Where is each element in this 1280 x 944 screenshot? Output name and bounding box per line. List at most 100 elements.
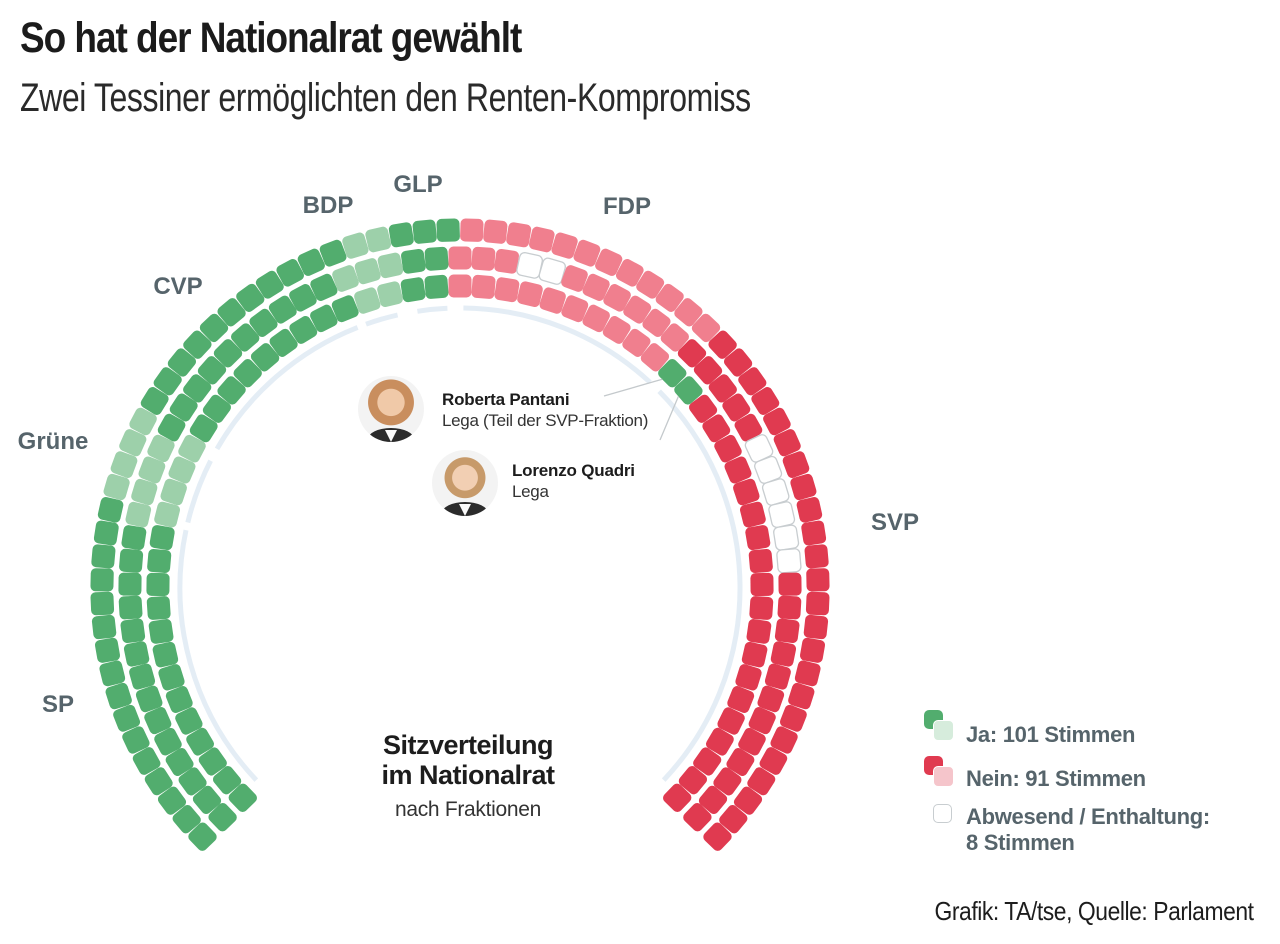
seat-svp-ja xyxy=(658,359,687,388)
party-label-bdp: BDP xyxy=(303,192,354,219)
seat-sp-ja xyxy=(152,641,179,668)
seat-sp-ja xyxy=(208,803,237,832)
legend-swatch-ja-light xyxy=(933,720,954,741)
seat-glp-ja xyxy=(424,274,449,299)
seat-sp-ja xyxy=(132,747,161,775)
avatar-quadri xyxy=(432,450,498,516)
seat-fdp-nein xyxy=(561,265,588,292)
seat-sp-ja xyxy=(154,727,182,756)
legend-swatch-nein-light xyxy=(933,766,954,787)
seat-svp-nein xyxy=(750,572,774,597)
seat-fdp-nein xyxy=(582,273,610,302)
seat-svp-nein xyxy=(794,660,821,687)
seat-sp-ja xyxy=(99,660,126,687)
seat-cvp-ja xyxy=(199,313,229,343)
seat-cvp-ja xyxy=(231,323,260,352)
annotation-leader-lines xyxy=(603,378,679,441)
seat-glp-ja xyxy=(424,246,449,271)
party-labels: SP Grüne CVP BDP GLP FDP SVP xyxy=(18,171,919,718)
seat-svp-nein xyxy=(735,664,762,691)
guide-arc-sp xyxy=(177,529,259,782)
seat-svp-nein xyxy=(702,414,731,443)
page-subtitle: Zwei Tessiner ermöglichten den Renten-Ko… xyxy=(20,76,751,120)
seat-fdp-nein xyxy=(551,232,578,259)
seat-svp-nein xyxy=(708,374,737,403)
seat-fdp-nein xyxy=(471,246,496,271)
seat-glp-ja xyxy=(400,277,426,303)
seat-sp-ja xyxy=(212,766,242,795)
legend-label-nein: Nein: 91 Stimmen xyxy=(966,766,1146,791)
seat-cvp-ja xyxy=(169,393,198,422)
seat-bdp-ja xyxy=(342,232,369,259)
seat-svp-nein xyxy=(683,803,712,832)
seat-cvp-ja xyxy=(310,273,338,302)
seat-sp-ja xyxy=(149,525,175,551)
seat-sp-ja xyxy=(93,520,119,546)
seat-cvp-ja xyxy=(217,298,246,327)
seat-svp-nein xyxy=(799,637,826,663)
seat-svp-nein xyxy=(805,591,830,616)
seat-sp-ja xyxy=(119,548,144,573)
seat-svp-nein xyxy=(749,596,774,620)
seat-svp-nein xyxy=(764,663,791,690)
seat-cvp-ja xyxy=(268,295,297,324)
seat-fdp-nein xyxy=(448,246,472,270)
seat-cvp-ja xyxy=(289,315,318,344)
seat-svp-nein xyxy=(774,618,800,644)
center-title-line2: im Nationalrat xyxy=(381,760,555,790)
seat-grüne-ja xyxy=(154,501,180,528)
party-label-grüne: Grüne xyxy=(18,428,89,455)
seat-grüne-ja xyxy=(168,456,196,484)
seat-svp-nein xyxy=(727,686,755,713)
seat-grüne-ja xyxy=(125,501,152,528)
seat-fdp-nein xyxy=(691,313,721,343)
source-credit: Grafik: TA/tse, Quelle: Parlament xyxy=(934,896,1255,926)
seat-sp-ja xyxy=(175,707,203,735)
seat-sp-ja xyxy=(165,686,193,713)
seat-fdp-nein xyxy=(636,270,665,299)
seat-bdp-ja xyxy=(377,281,403,308)
seat-svp-nein xyxy=(782,451,810,478)
seat-svp-nein xyxy=(726,748,755,776)
seat-sp-ja xyxy=(228,783,257,812)
seat-svp-nein xyxy=(788,682,815,710)
seat-svp-nein xyxy=(713,767,742,796)
seat-svp-nein xyxy=(738,727,766,756)
seat-svp-nein xyxy=(747,767,776,796)
seat-cvp-ja xyxy=(255,270,284,299)
seat-svp-ja xyxy=(674,376,703,405)
seat-svp-nein xyxy=(714,434,742,463)
seat-svp-nein xyxy=(719,805,748,834)
legend-label-ja: Ja: 101 Stimmen xyxy=(966,722,1136,747)
seat-sp-ja xyxy=(198,747,227,776)
seat-grüne-ja xyxy=(147,434,175,463)
annotation-party: Lega (Teil der SVP-Fraktion) xyxy=(442,411,649,430)
seat-svp-nein xyxy=(689,394,718,423)
seat-svp-nein xyxy=(733,478,760,506)
seats-group xyxy=(90,218,830,851)
seat-grüne-ja xyxy=(131,478,158,506)
seat-cvp-ja xyxy=(197,356,227,385)
center-title-line1: Sitzverteilung xyxy=(382,730,554,760)
guide-arc-fdp xyxy=(463,305,652,385)
legend-label-absent-line2: 8 Stimmen xyxy=(966,830,1075,855)
seat-svp-nein xyxy=(777,595,802,620)
seat-sp-ja xyxy=(90,568,114,592)
seat-svp-nein xyxy=(705,727,734,756)
legend-label-absent-line1: Abwesend / Enthaltung: xyxy=(966,804,1210,829)
seat-svp-nein xyxy=(693,747,722,776)
seat-grüne-ja xyxy=(110,451,138,478)
seat-svp-nein xyxy=(724,456,752,484)
seat-svp-nein xyxy=(693,356,723,385)
seat-fdp-nein xyxy=(528,226,555,253)
seat-svp-nein xyxy=(738,367,767,396)
seat-cvp-ja xyxy=(319,239,347,267)
seat-fdp-nein xyxy=(655,283,684,312)
seat-svp-nein xyxy=(801,520,827,546)
seat-sp-ja xyxy=(146,596,171,620)
seat-cvp-ja xyxy=(217,376,246,405)
seat-sp-ja xyxy=(120,618,146,644)
seat-fdp-nein xyxy=(623,295,652,324)
seat-grüne-ja xyxy=(138,456,166,484)
